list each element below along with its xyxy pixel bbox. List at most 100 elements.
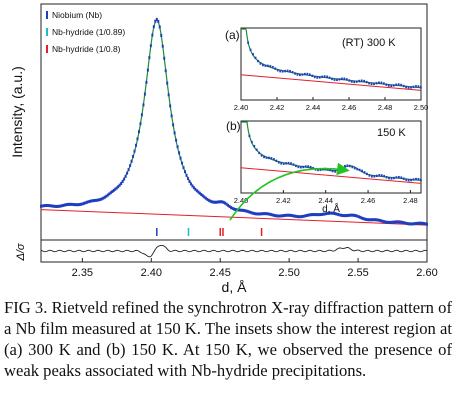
main-observed-point	[197, 190, 200, 194]
main-observed-point	[258, 212, 261, 216]
inset-observed-point	[290, 162, 292, 165]
inset-observed-point	[333, 78, 336, 81]
main-observed-point	[139, 122, 142, 126]
main-observed-point	[357, 215, 360, 219]
main-observed-point	[249, 210, 252, 214]
main-observed-point	[155, 17, 158, 21]
inset-x-tick-label: 2.46	[342, 103, 357, 112]
inset-observed-point	[306, 72, 309, 76]
main-observed-point	[354, 214, 357, 218]
inset-background-line	[240, 74, 422, 91]
main-observed-point	[365, 217, 368, 221]
main-observed-point	[195, 189, 198, 193]
main-observed-point	[114, 187, 117, 191]
main-observed-point	[360, 216, 363, 220]
main-observed-point	[414, 222, 417, 226]
inset-observed-point	[345, 78, 348, 81]
main-observed-point	[142, 103, 145, 107]
main-observed-point	[115, 186, 118, 190]
main-observed-point	[417, 221, 420, 225]
main-observed-point	[281, 214, 284, 218]
main-observed-point	[283, 213, 286, 217]
main-observed-point	[106, 193, 109, 197]
y-axis-label: Intensity, (a.u.)	[9, 66, 25, 158]
residual-label: Δ/σ	[15, 243, 27, 261]
x-axis-label: d, Å	[222, 279, 248, 295]
main-observed-point	[132, 154, 135, 158]
main-observed-point	[68, 202, 71, 206]
inset-observed-point	[390, 84, 393, 88]
x-tick-label: 2.35	[72, 267, 93, 279]
main-observed-point	[314, 213, 317, 217]
main-observed-point	[384, 220, 387, 224]
inset-observed-point	[262, 63, 264, 67]
inset-observed-point	[277, 161, 280, 164]
inset-x-tick-label: 2.40	[234, 103, 249, 112]
main-observed-point	[136, 137, 139, 141]
main-observed-point	[375, 218, 378, 222]
inset-x-tick-label: 2.50	[414, 103, 429, 112]
main-observed-point	[178, 151, 181, 155]
inset-observed-point	[328, 76, 331, 79]
inset-observed-point	[415, 177, 417, 181]
main-observed-point	[108, 192, 111, 196]
inset-observed-point	[259, 62, 262, 65]
inset-observed-point	[348, 164, 351, 168]
main-observed-point	[238, 208, 241, 212]
legend-swatch-hydride-08	[46, 45, 48, 53]
inset-observed-point	[380, 174, 383, 177]
main-observed-point	[241, 208, 244, 212]
main-observed-point	[400, 220, 403, 224]
main-observed-point	[374, 218, 377, 222]
main-observed-point	[146, 68, 149, 72]
inset-observed-point	[405, 178, 408, 181]
main-observed-point	[267, 212, 270, 216]
main-observed-point	[276, 214, 279, 218]
x-tick-label: 2.50	[278, 267, 299, 279]
main-observed-point	[396, 220, 399, 224]
main-observed-point	[308, 213, 311, 217]
main-observed-point	[388, 220, 391, 224]
inset-observed-point	[356, 167, 359, 171]
inset-observed-point	[358, 79, 361, 83]
inset-observed-point	[316, 76, 319, 79]
main-observed-point	[420, 221, 423, 225]
main-observed-point	[311, 213, 314, 217]
main-observed-point	[74, 203, 77, 207]
inset-observed-point	[274, 67, 277, 70]
main-observed-point	[319, 213, 322, 217]
main-observed-point	[90, 199, 93, 203]
legend-label-hydride-089: Nb-hydride (1/0.89)	[52, 27, 125, 37]
main-observed-point	[237, 208, 240, 212]
inset-observed-point	[407, 86, 410, 89]
inset-observed-point	[388, 177, 390, 180]
main-observed-point	[148, 56, 151, 60]
main-observed-point	[372, 218, 375, 222]
inset-observed-point	[253, 145, 256, 148]
inset-observed-point	[280, 162, 283, 165]
main-observed-point	[124, 174, 127, 178]
main-observed-point	[299, 215, 302, 219]
main-observed-point	[185, 173, 188, 177]
x-tick-label: 2.60	[416, 267, 437, 279]
main-observed-point	[84, 201, 87, 205]
main-observed-point	[293, 214, 296, 218]
main-observed-point	[280, 214, 283, 218]
main-observed-point	[151, 33, 154, 37]
inset-observed-point	[272, 158, 275, 161]
main-observed-point	[351, 213, 354, 217]
main-background-line	[40, 209, 428, 226]
inset-observed-point	[249, 48, 252, 52]
main-observed-point	[91, 199, 94, 203]
main-observed-point	[371, 218, 374, 222]
main-observed-point	[105, 194, 108, 198]
inset-observed-point	[311, 74, 314, 78]
main-observed-point	[224, 201, 227, 205]
main-observed-point	[219, 200, 222, 204]
inset-observed-point	[326, 75, 328, 78]
inset-observed-point	[296, 73, 299, 76]
main-observed-point	[255, 212, 258, 216]
main-observed-point	[310, 213, 313, 217]
main-observed-point	[295, 214, 298, 218]
inset-observed-point	[329, 168, 332, 172]
